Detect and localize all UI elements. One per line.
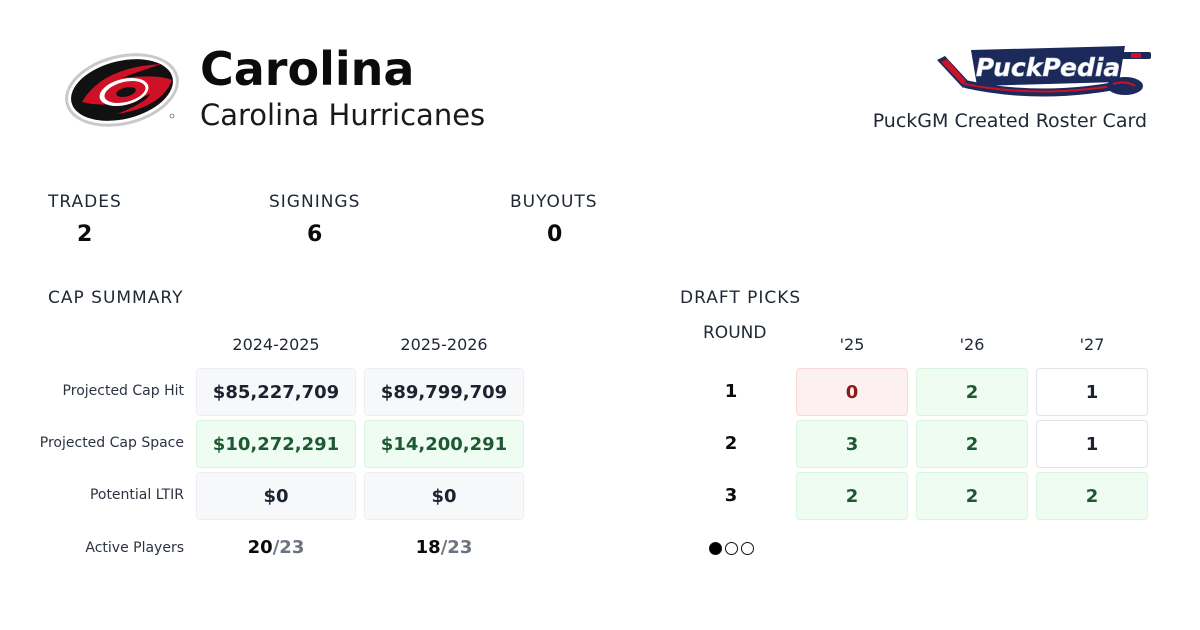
season-header: 2024-2025 [232, 335, 320, 354]
stat-value: 6 [307, 222, 323, 247]
year-header: '25 [839, 335, 865, 354]
pick-r1-25: 0 [796, 368, 908, 416]
page-dot-2[interactable] [725, 542, 738, 555]
round-number: 3 [724, 485, 738, 506]
team-full-name: Carolina Hurricanes [200, 98, 486, 132]
team-short-name: Carolina [200, 42, 415, 96]
cap-space-2024-2025: $10,272,291 [196, 420, 356, 468]
round-number: 1 [724, 381, 738, 402]
stat-value: 2 [77, 222, 93, 247]
active-count: 20 [247, 537, 273, 558]
active-players-2025-2026: 18/23 [364, 537, 524, 558]
draft-picks-title: DRAFT PICKS [680, 288, 802, 308]
season-header: 2025-2026 [400, 335, 488, 354]
row-label-ltir: Potential LTIR [89, 487, 184, 503]
pick-r3-26: 2 [916, 472, 1028, 520]
pick-r2-25: 3 [796, 420, 908, 468]
stat-signings: SIGNINGS 6 [269, 192, 409, 247]
cap-hit-2025-2026: $89,799,709 [364, 368, 524, 416]
puckpedia-logo-icon: PuckPedia [937, 46, 1151, 97]
stat-label: BUYOUTS [510, 192, 598, 212]
active-players-2024-2025: 20/23 [196, 537, 356, 558]
pick-r2-26: 2 [916, 420, 1028, 468]
active-total: /23 [440, 537, 473, 558]
round-header: ROUND [703, 323, 767, 343]
pick-r3-25: 2 [796, 472, 908, 520]
row-label-cap-space: Projected Cap Space [39, 435, 184, 451]
active-count: 18 [415, 537, 441, 558]
cap-summary-title: CAP SUMMARY [48, 288, 184, 308]
year-header: '26 [959, 335, 985, 354]
row-label-cap-hit: Projected Cap Hit [62, 383, 184, 399]
svg-text:PuckPedia: PuckPedia [976, 53, 1121, 82]
row-label-active-players: Active Players [85, 540, 184, 556]
pick-r1-27: 1 [1036, 368, 1148, 416]
pick-r2-27: 1 [1036, 420, 1148, 468]
roster-card-caption: PuckGM Created Roster Card [872, 110, 1147, 132]
hurricanes-logo-icon [65, 53, 179, 127]
page-dot-1[interactable] [709, 542, 722, 555]
pagination-dots [709, 542, 754, 555]
pick-r1-26: 2 [916, 368, 1028, 416]
page-dot-3[interactable] [741, 542, 754, 555]
stat-trades: TRADES 2 [48, 192, 188, 247]
year-header: '27 [1079, 335, 1105, 354]
pick-r3-27: 2 [1036, 472, 1148, 520]
round-number: 2 [724, 433, 738, 454]
cap-space-2025-2026: $14,200,291 [364, 420, 524, 468]
stat-label: TRADES [48, 192, 122, 212]
active-total: /23 [272, 537, 305, 558]
ltir-2024-2025: $0 [196, 472, 356, 520]
stat-buyouts: BUYOUTS 0 [510, 192, 650, 247]
stat-label: SIGNINGS [269, 192, 361, 212]
cap-hit-2024-2025: $85,227,709 [196, 368, 356, 416]
stat-value: 0 [547, 222, 563, 247]
ltir-2025-2026: $0 [364, 472, 524, 520]
